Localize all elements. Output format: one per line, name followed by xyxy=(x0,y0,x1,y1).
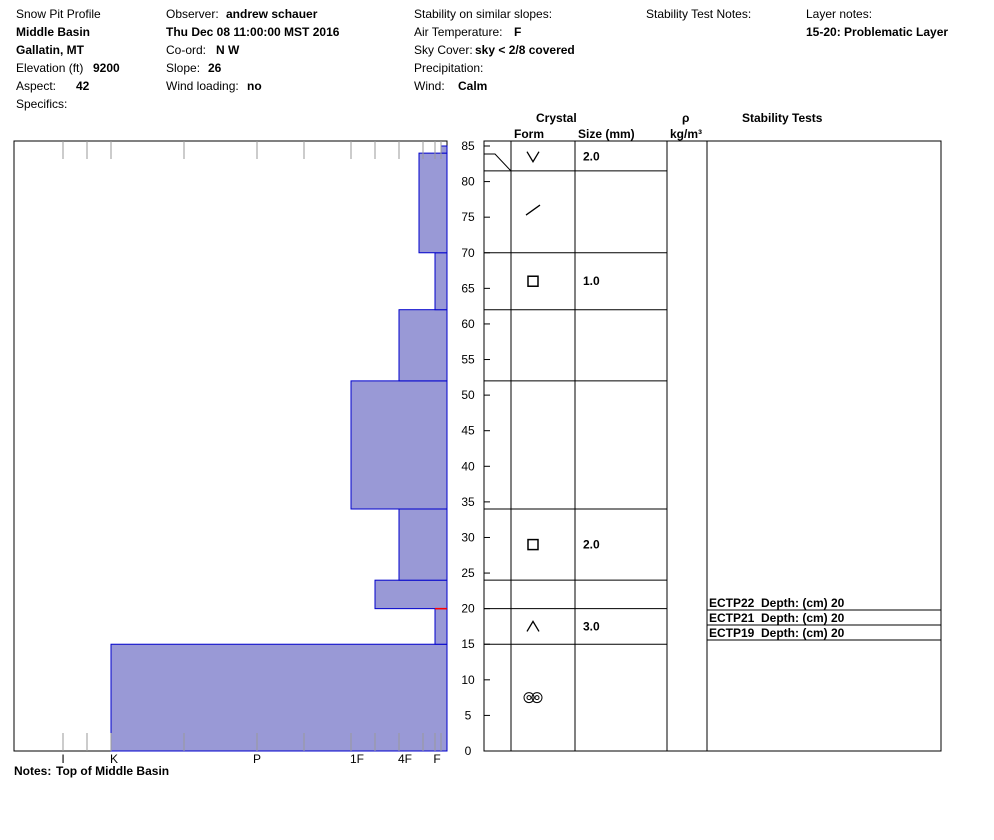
depth-tick-label-10: 10 xyxy=(461,673,475,687)
depth-tick-label-25: 25 xyxy=(461,566,475,580)
hardness-bar-6 xyxy=(434,252,448,311)
hardness-label-F: F xyxy=(433,752,440,766)
form-header: Form xyxy=(514,127,544,141)
hardness-bar-7 xyxy=(418,152,448,254)
stability-test-depth-2: Depth: (cm) 20 xyxy=(761,626,845,640)
crystal-header: Crystal xyxy=(536,111,577,125)
hardness-bar-5 xyxy=(398,309,448,382)
stability-notes-label: Stability Test Notes: xyxy=(646,7,752,21)
aspect-value: 42 xyxy=(76,79,90,93)
hardness-bar-3 xyxy=(398,508,448,581)
notes-label: Notes: xyxy=(14,764,52,778)
hardness-label-P: P xyxy=(253,752,261,766)
slope-label: Slope: xyxy=(166,61,201,75)
hardness-bar-4 xyxy=(350,380,448,510)
caret-icon xyxy=(526,620,540,632)
hardness-label-K: K xyxy=(110,752,118,766)
depth-tick-label-85: 85 xyxy=(461,139,475,153)
crystal-size-4: 3.0 xyxy=(583,619,600,633)
observer-label: Observer: xyxy=(166,7,219,21)
wind-loading-label: Wind loading: xyxy=(166,79,239,93)
depth-tick-label-70: 70 xyxy=(461,246,475,260)
depth-tick-label-20: 20 xyxy=(461,602,475,616)
stability-test-label-2: ECTP19 xyxy=(709,626,755,640)
depth-tick-label-15: 15 xyxy=(461,637,475,651)
stability-test-depth-0: Depth: (cm) 20 xyxy=(761,596,845,610)
crystal-size-3: 2.0 xyxy=(583,538,600,552)
region: Gallatin, MT xyxy=(16,43,85,57)
aspect-label: Aspect: xyxy=(16,79,57,93)
hardness-bar-8 xyxy=(440,145,448,154)
slope-value: 26 xyxy=(208,61,222,75)
air-temp-value: F xyxy=(514,25,522,39)
double-circle-icon-inner xyxy=(531,692,543,704)
datetime: Thu Dec 08 11:00:00 MST 2016 xyxy=(166,25,340,39)
sky-cover-label: Sky Cover: xyxy=(414,43,473,57)
profile-title: Snow Pit Profile xyxy=(16,7,101,21)
size-header: Size (mm) xyxy=(578,127,635,141)
v-icon xyxy=(526,151,540,163)
sky-cover-value: sky < 2/8 covered xyxy=(475,43,575,57)
notes-value: Top of Middle Basin xyxy=(56,764,170,778)
density-unit-header: kg/m³ xyxy=(670,127,703,141)
wind-value: Calm xyxy=(458,79,488,93)
depth-tick-label-65: 65 xyxy=(461,281,475,295)
observer-value: andrew schauer xyxy=(226,7,318,21)
precipitation-label: Precipitation: xyxy=(414,61,484,75)
stability-tests-header: Stability Tests xyxy=(742,111,823,125)
stability-test-depth-1: Depth: (cm) 20 xyxy=(761,611,845,625)
hardness-label-1F: 1F xyxy=(350,752,364,766)
double-circle-icon-dot-b xyxy=(534,695,540,701)
slash-icon xyxy=(525,204,541,216)
double-circle-icon-dot-a xyxy=(526,695,532,701)
depth-tick-label-40: 40 xyxy=(461,459,475,473)
table-frame xyxy=(483,140,942,752)
hardness-label-4F: 4F xyxy=(398,752,412,766)
depth-tick-label-50: 50 xyxy=(461,388,475,402)
hardness-bar-1 xyxy=(434,608,448,645)
wind-loading-value: no xyxy=(247,79,262,93)
depth-tick-label-0: 0 xyxy=(465,744,472,758)
layer-notes-value: 15-20: Problematic Layer xyxy=(806,25,949,39)
depth-tick-label-75: 75 xyxy=(461,210,475,224)
elevation-value: 9200 xyxy=(93,61,120,75)
crystal-size-2: 1.0 xyxy=(583,274,600,288)
hardness-bar-2 xyxy=(374,579,448,610)
stability-test-label-1: ECTP21 xyxy=(709,611,755,625)
crystal-size-0: 2.0 xyxy=(583,150,600,164)
hardness-bar-0 xyxy=(110,643,448,752)
square-icon xyxy=(527,275,539,287)
elevation-label: Elevation (ft) xyxy=(16,61,84,75)
double-circle-icon xyxy=(523,692,535,704)
coord-label: Co-ord: xyxy=(166,43,207,57)
specifics-label: Specifics: xyxy=(16,97,68,111)
location: Middle Basin xyxy=(16,25,91,39)
air-temp-label: Air Temperature: xyxy=(414,25,503,39)
depth-tick-label-30: 30 xyxy=(461,530,475,544)
surface-connector xyxy=(484,153,512,172)
coord-value: N W xyxy=(216,43,240,57)
depth-tick-label-5: 5 xyxy=(465,708,472,722)
depth-tick-label-55: 55 xyxy=(461,353,475,367)
hardness-label-I: I xyxy=(61,752,64,766)
depth-tick-label-45: 45 xyxy=(461,424,475,438)
depth-tick-label-60: 60 xyxy=(461,317,475,331)
stability-similar-label: Stability on similar slopes: xyxy=(414,7,553,21)
stability-test-label-0: ECTP22 xyxy=(709,596,755,610)
depth-tick-label-35: 35 xyxy=(461,495,475,509)
wind-label: Wind: xyxy=(414,79,445,93)
rho-header: ρ xyxy=(682,111,690,125)
depth-tick-label-80: 80 xyxy=(461,175,475,189)
square-icon xyxy=(527,538,539,551)
layer-notes-label: Layer notes: xyxy=(806,7,873,21)
